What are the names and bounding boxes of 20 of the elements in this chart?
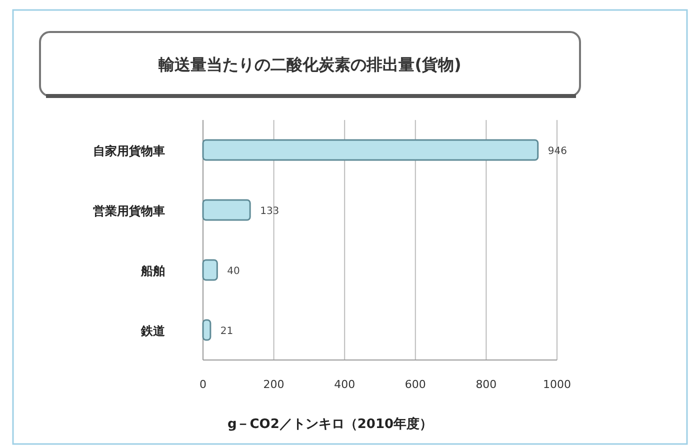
x-tick-label: 600 [404,378,426,391]
bar [202,259,218,281]
y-tick-label: 自家用貨物車 [93,144,165,158]
chart-title: 輸送量当たりの二酸化炭素の排出量(貨物) [158,55,462,74]
bar [202,139,539,161]
y-tick-label: 営業用貨物車 [93,204,165,218]
bar [202,199,251,221]
bar [202,319,212,341]
data-label: 40 [227,266,240,277]
data-label: 946 [548,146,567,157]
x-tick-label: 200 [263,378,284,391]
data-label: 21 [220,326,234,337]
y-tick-label: 船舶 [140,264,165,278]
data-label: 133 [260,206,280,217]
x-tick-label: 0 [200,378,206,391]
x-tick-label: 400 [334,378,356,391]
x-axis-title: g－CO2／トンキロ（2010年度） [227,416,433,432]
y-tick-label: 鉄道 [140,324,166,338]
x-tick-label: 800 [476,378,497,391]
x-tick-label: 1000 [543,378,571,391]
